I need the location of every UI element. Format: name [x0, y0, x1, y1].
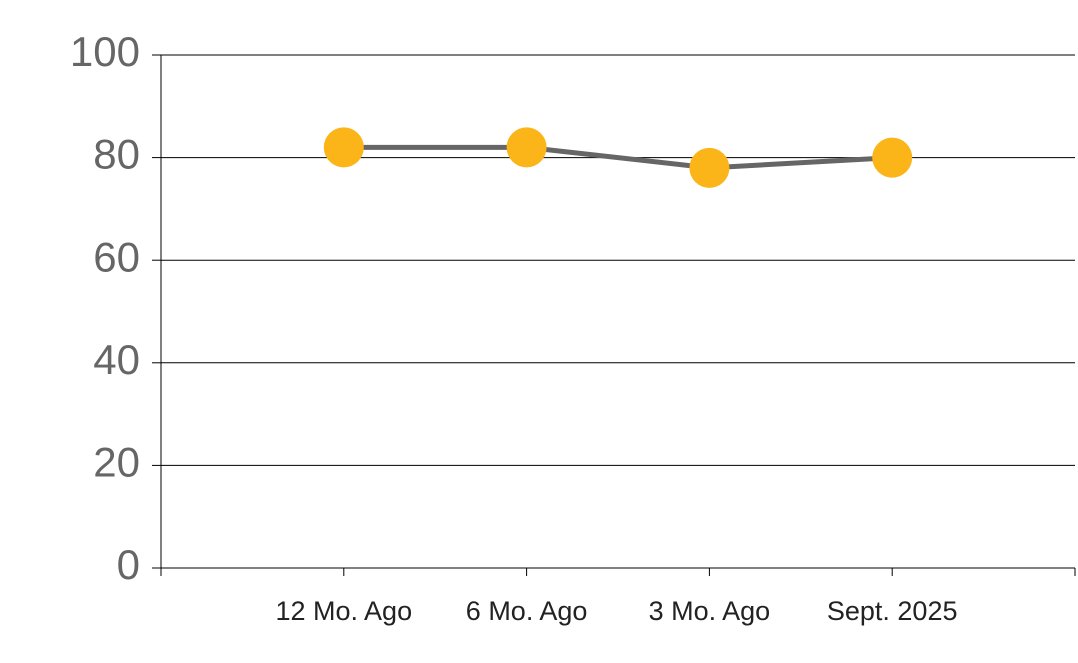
data-point: [689, 147, 730, 188]
x-tick-label: 3 Mo. Ago: [649, 596, 771, 626]
data-point: [872, 137, 913, 178]
y-tick-label: 0: [117, 541, 140, 588]
x-tick-label: 6 Mo. Ago: [466, 596, 588, 626]
y-tick-label: 100: [70, 28, 140, 75]
x-tick-label: Sept. 2025: [827, 596, 958, 626]
y-tick-label: 20: [93, 438, 140, 485]
series-line: [343, 144, 893, 171]
x-tick-label: 12 Mo. Ago: [275, 596, 412, 626]
data-point: [323, 127, 364, 168]
data-point: [506, 127, 547, 168]
y-tick-label: 60: [93, 233, 140, 280]
y-tick-label: 40: [93, 336, 140, 383]
y-tick-label: 80: [93, 131, 140, 178]
